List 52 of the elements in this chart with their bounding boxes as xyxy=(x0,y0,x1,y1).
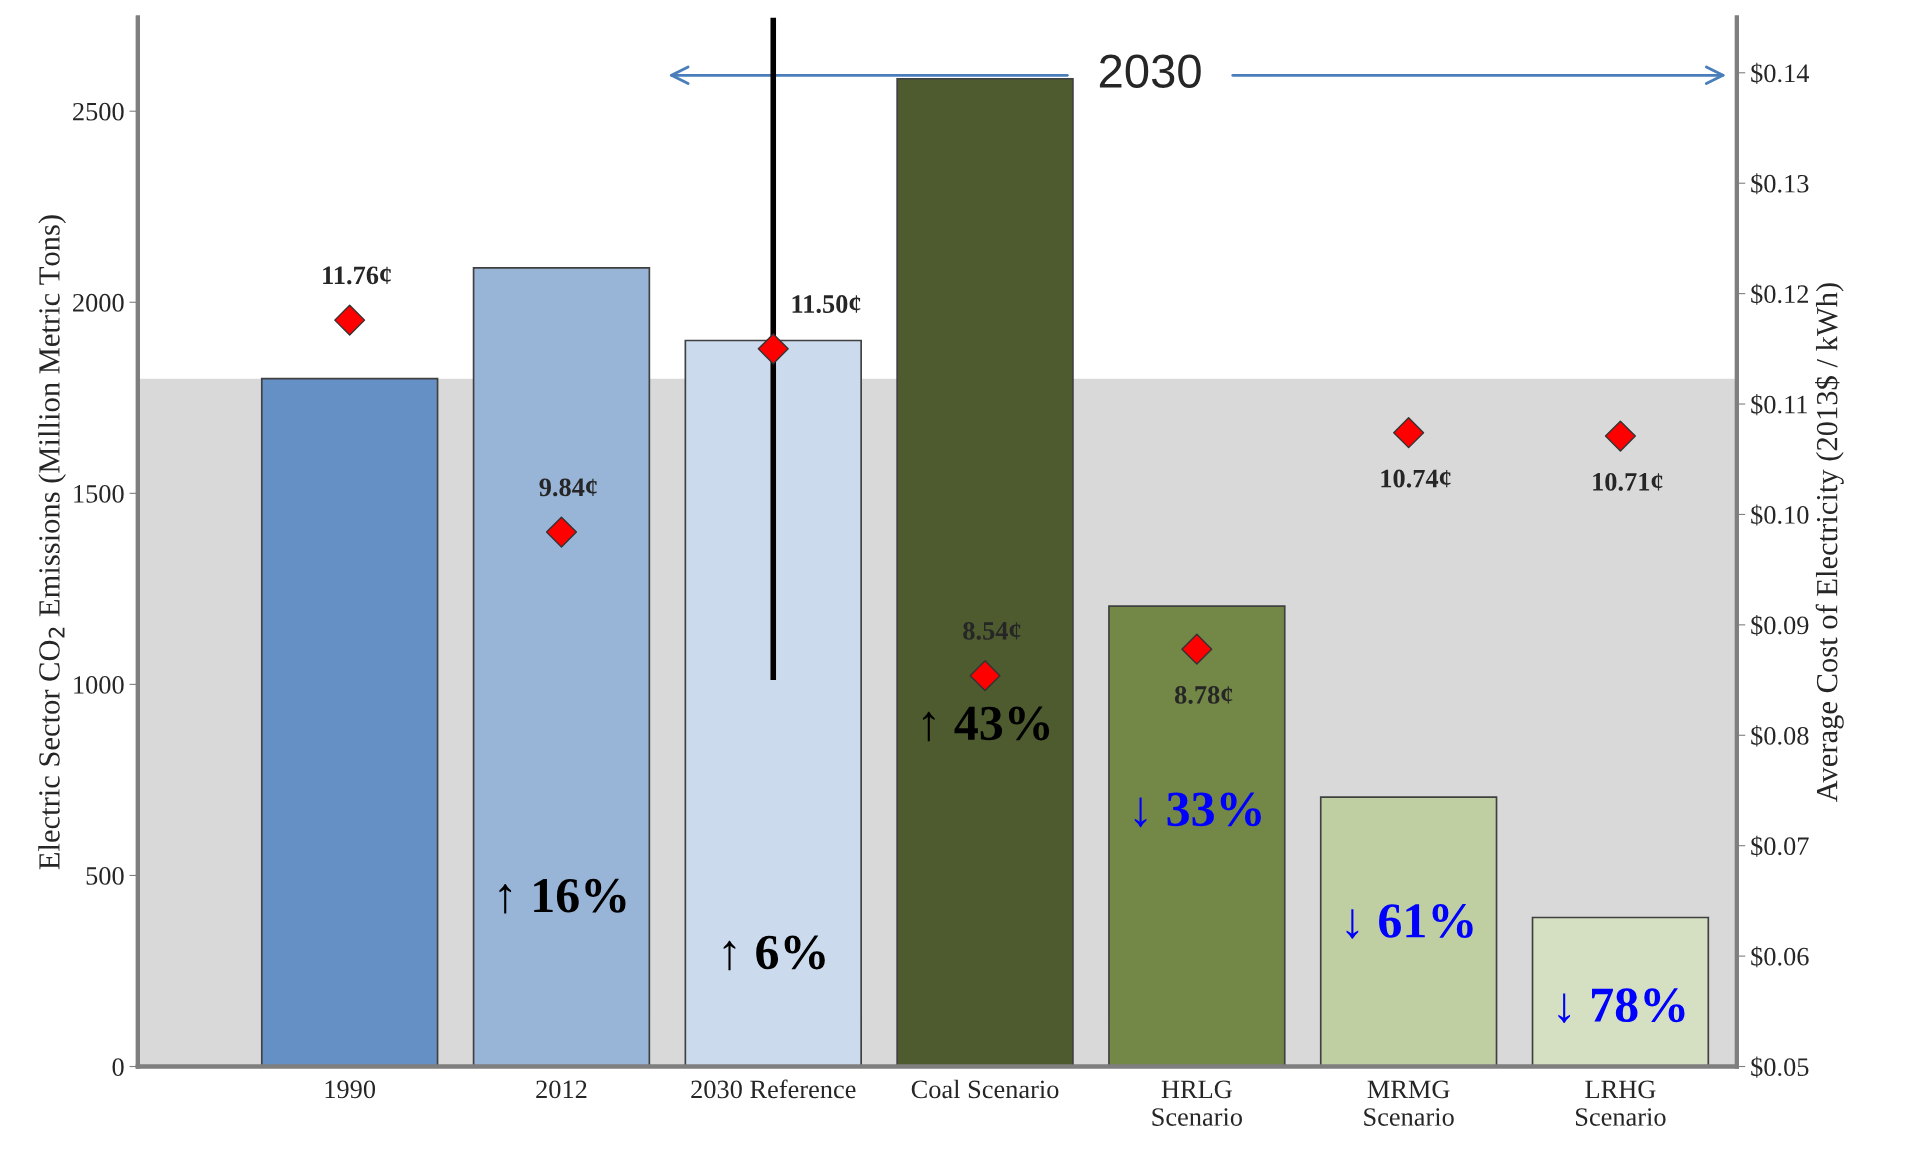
x-tick-label: HRLG Scenario xyxy=(1152,1080,1242,1126)
point xyxy=(969,660,1001,692)
y-axis-title: Electric Sector CO$_{2}$ Emissions (Million Metric Tons) xyxy=(38,215,66,870)
bar xyxy=(260,377,439,1067)
x-tick-label: 1990 xyxy=(325,1080,376,1099)
x-tick-label: 2012 xyxy=(536,1080,587,1099)
x-tick-label: MRMG Scenario xyxy=(1364,1080,1454,1126)
y2-tick-label: $0.05 xyxy=(1751,1056,1809,1078)
y2-tick-label: $0.06 xyxy=(1751,946,1809,968)
y2-tick-label: $0.12 xyxy=(1751,283,1809,305)
x-tick-label: 2030 Reference xyxy=(691,1079,856,1099)
y-tick-label: 500 xyxy=(86,867,124,885)
point xyxy=(757,333,789,365)
y2-tick-label: $0.08 xyxy=(1751,725,1809,747)
annotation: ↓ 78% xyxy=(1558,988,1685,1024)
bar xyxy=(896,77,1074,1067)
y-tick-label: 0 xyxy=(112,1058,124,1076)
x-tick-label: Coal Scenario xyxy=(911,1079,1059,1099)
y2-tick-label: $0.07 xyxy=(1751,835,1809,857)
annotation: 10.71¢ xyxy=(1593,472,1663,491)
y2-tick-label: $0.11 xyxy=(1751,394,1807,416)
y2-tick-label: $0.14 xyxy=(1751,62,1810,84)
point xyxy=(334,304,366,336)
bar xyxy=(1108,605,1286,1067)
bar xyxy=(1319,796,1498,1067)
y-tick-label: 1500 xyxy=(74,484,124,503)
annotation: 2030 xyxy=(1099,54,1201,88)
point xyxy=(1393,417,1425,449)
bar xyxy=(684,339,862,1067)
point xyxy=(545,516,578,548)
x-tick-label: LRHG Scenario xyxy=(1576,1080,1666,1126)
y2-axis-title: Average Cost of Electricity (2013$ / kWh) xyxy=(1815,283,1844,802)
point xyxy=(1604,420,1637,452)
annotation: 11.50¢ xyxy=(792,295,861,314)
point xyxy=(1181,633,1213,665)
y-tick-label: 1000 xyxy=(74,676,124,694)
annotation: ↑ 43% xyxy=(922,706,1050,742)
y2-tick-label: $0.10 xyxy=(1751,504,1809,526)
annotation: 10.74¢ xyxy=(1381,469,1451,488)
annotation: 11.76¢ xyxy=(323,266,391,285)
annotation: 8.78¢ xyxy=(1174,686,1233,704)
annotation: ↑ 16% xyxy=(499,878,626,914)
annotation: 9.84¢ xyxy=(539,478,597,497)
annotation: ↓ 33% xyxy=(1134,792,1261,828)
bar xyxy=(1531,916,1710,1067)
annotation: ↑ 6% xyxy=(723,935,825,971)
y2-tick-label: $0.13 xyxy=(1751,173,1809,195)
y2-tick-label: $0.09 xyxy=(1751,614,1809,637)
bar xyxy=(472,267,651,1067)
y-tick-label: 2500 xyxy=(73,102,124,121)
y-tick-label: 2000 xyxy=(73,293,124,312)
annotation: ↓ 61% xyxy=(1346,904,1473,939)
